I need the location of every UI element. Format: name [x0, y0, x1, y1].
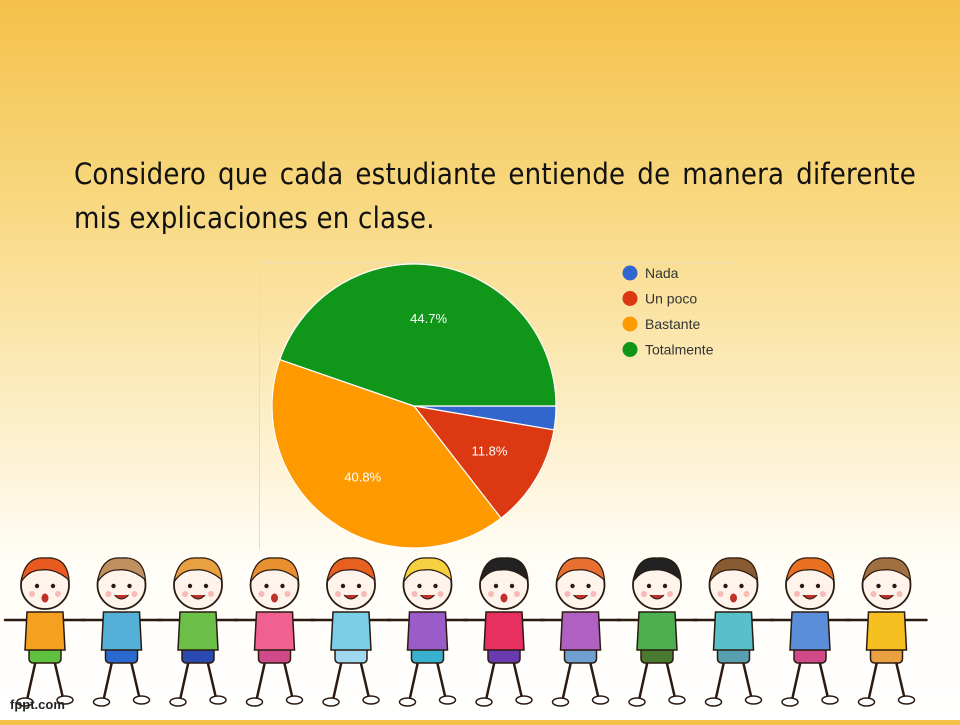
child-figure [845, 557, 928, 707]
child-figure [539, 557, 622, 707]
child-figure [3, 557, 87, 707]
legend-label: Totalmente [645, 342, 714, 358]
question-text: Considero que cada estudiante entiende d… [74, 157, 916, 235]
slice-data-label: 40.8% [344, 470, 381, 485]
pie-slice-bastante [271, 358, 502, 549]
child-figure [615, 557, 699, 707]
legend-label: Un poco [645, 291, 697, 307]
pie-slice-totalmente [279, 263, 557, 407]
child-figure [156, 557, 240, 707]
slice-data-label: 11.8% [472, 443, 508, 458]
legend-label: Nada [645, 265, 679, 281]
slice-data-label: 44.7% [410, 311, 447, 326]
child-figure [462, 557, 546, 707]
child-figure [768, 557, 852, 707]
pie-slice-un-poco [412, 405, 555, 520]
child-figure [80, 557, 163, 707]
brand-logo-text: fppt.com [10, 697, 65, 712]
child-figure [386, 557, 469, 707]
child-figure [233, 557, 316, 707]
children-illustration [0, 550, 960, 720]
pie-chart: 11.8% 40.8% 44.7% Nada Un poco Bastante Total… [259, 262, 736, 549]
legend-marker [622, 316, 638, 332]
legend-label: Bastante [645, 316, 700, 332]
child-figure [309, 557, 393, 707]
legend-marker [622, 265, 638, 281]
legend-marker [622, 342, 638, 357]
pie-chart-svg: 11.8% 40.8% 44.7% Nada Un poco Bastante Total… [271, 263, 714, 549]
legend-marker [622, 291, 638, 306]
child-figure [692, 557, 775, 707]
